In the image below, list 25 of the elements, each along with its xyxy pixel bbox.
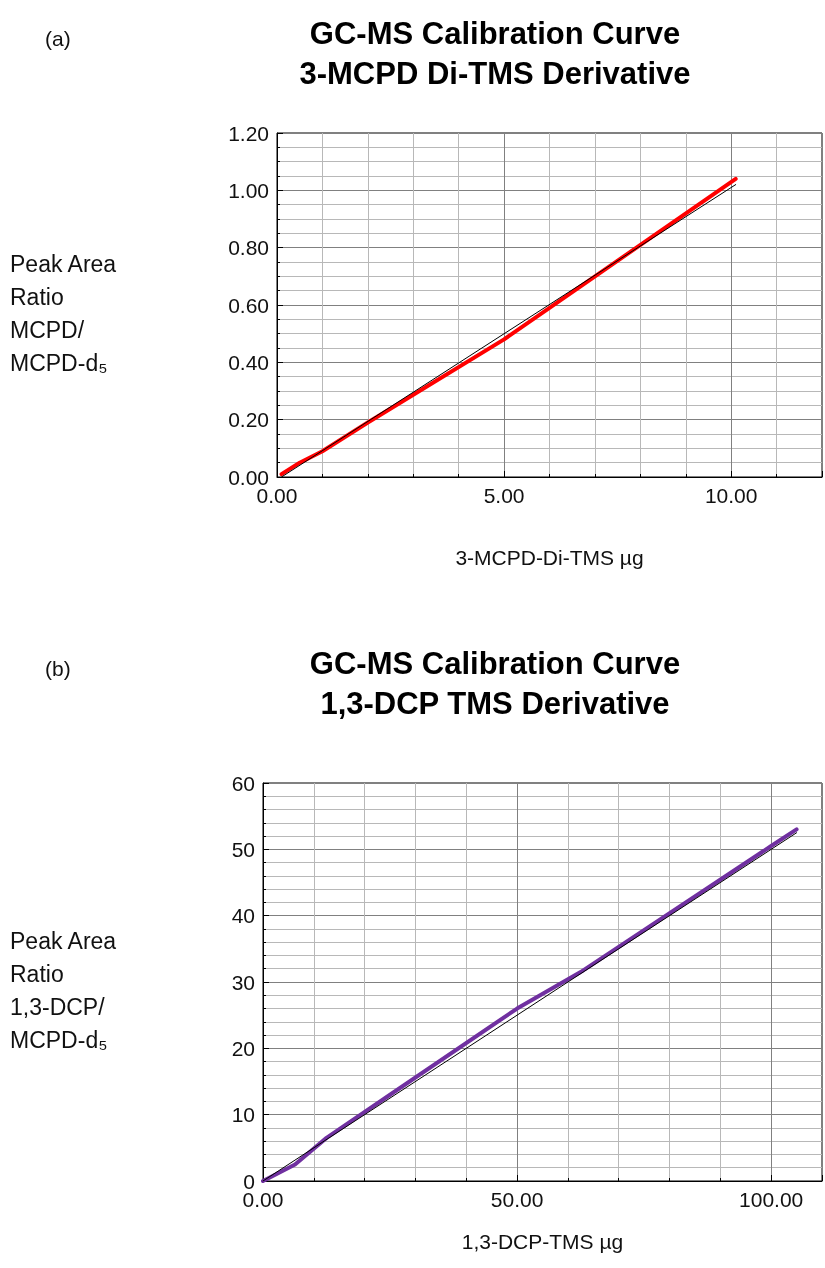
y-tick-label: 10 bbox=[231, 1103, 255, 1127]
chart-title: GC-MS Calibration Curve 1,3-DCP TMS Derivative bbox=[309, 645, 681, 721]
y-tick-label: 0.80 bbox=[228, 236, 269, 260]
text: (b) bbox=[45, 657, 71, 680]
y-axis-title: Peak Area Ratio 1,3-DCP/ MCPD-d₅ bbox=[10, 927, 117, 1053]
y-tick-label: 0.60 bbox=[228, 293, 269, 317]
y-tick-label: 0 bbox=[243, 1169, 255, 1193]
y-tick-label: 20 bbox=[231, 1036, 255, 1060]
text: (a) bbox=[45, 27, 71, 50]
y-tick-label: 60 bbox=[231, 771, 255, 795]
x-tick-label: 10.00 bbox=[704, 484, 758, 507]
chart-title: GC-MS Calibration Curve 3-MCPD Di-TMS Derivative bbox=[299, 15, 691, 91]
y-tick-label: 1.00 bbox=[228, 178, 269, 202]
x-tick-label: 5.00 bbox=[483, 484, 525, 507]
y-tick-label: 40 bbox=[231, 904, 255, 928]
x-tick-label: 100.00 bbox=[739, 1188, 804, 1211]
y-tick-label: 1.20 bbox=[228, 121, 269, 145]
y-tick-label: 0.20 bbox=[228, 408, 269, 432]
x-axis-title: 1,3-DCP-TMS µg bbox=[461, 1230, 624, 1253]
y-tick-label: 50 bbox=[231, 837, 255, 861]
y-axis-title: Peak Area Ratio MCPD/ MCPD-d₅ bbox=[10, 250, 117, 376]
y-tick-label: 0.40 bbox=[228, 350, 269, 374]
x-axis-title: 3-MCPD-Di-TMS µg bbox=[455, 546, 644, 569]
y-tick-label: 30 bbox=[231, 970, 255, 994]
x-tick-label: 50.00 bbox=[490, 1188, 544, 1211]
